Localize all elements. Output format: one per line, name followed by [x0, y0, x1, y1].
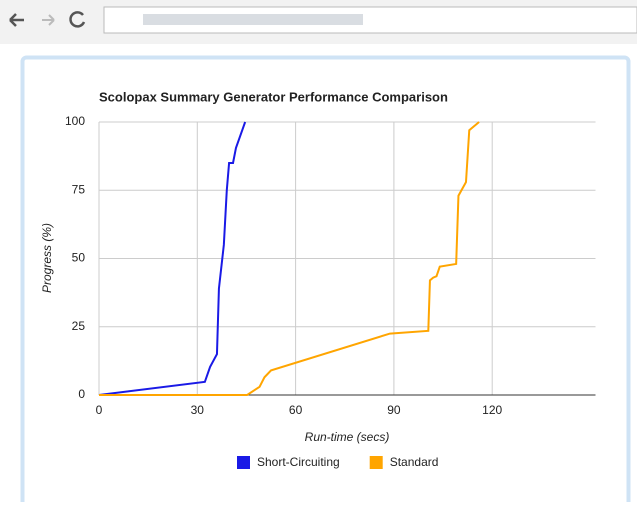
series-line [99, 121, 480, 396]
x-tick-label: 120 [482, 403, 502, 417]
back-button[interactable] [9, 13, 24, 27]
chart-title: Scolopax Summary Generator Performance C… [99, 89, 448, 104]
y-tick-label: 50 [72, 251, 86, 265]
x-tick-label: 60 [289, 403, 303, 417]
legend-label: Short-Circuiting [257, 455, 340, 469]
x-tick-label: 30 [191, 403, 205, 417]
y-tick-label: 75 [72, 182, 86, 196]
x-axis-title: Run-time (secs) [305, 430, 390, 444]
y-tick-label: 0 [78, 387, 85, 401]
series-line [98, 121, 247, 396]
x-tick-label: 0 [96, 403, 103, 417]
y-tick-label: 100 [65, 114, 85, 128]
blurred-url [143, 14, 363, 25]
legend-label: Standard [390, 455, 439, 469]
forward-button[interactable] [42, 14, 55, 26]
legend-swatch [369, 456, 383, 469]
reload-button[interactable] [69, 11, 86, 28]
y-tick-label: 25 [72, 319, 86, 333]
address-bar[interactable] [103, 6, 637, 34]
legend-swatch [237, 456, 250, 469]
x-tick-label: 90 [387, 403, 401, 417]
y-axis-title: Progress (%) [40, 223, 54, 293]
